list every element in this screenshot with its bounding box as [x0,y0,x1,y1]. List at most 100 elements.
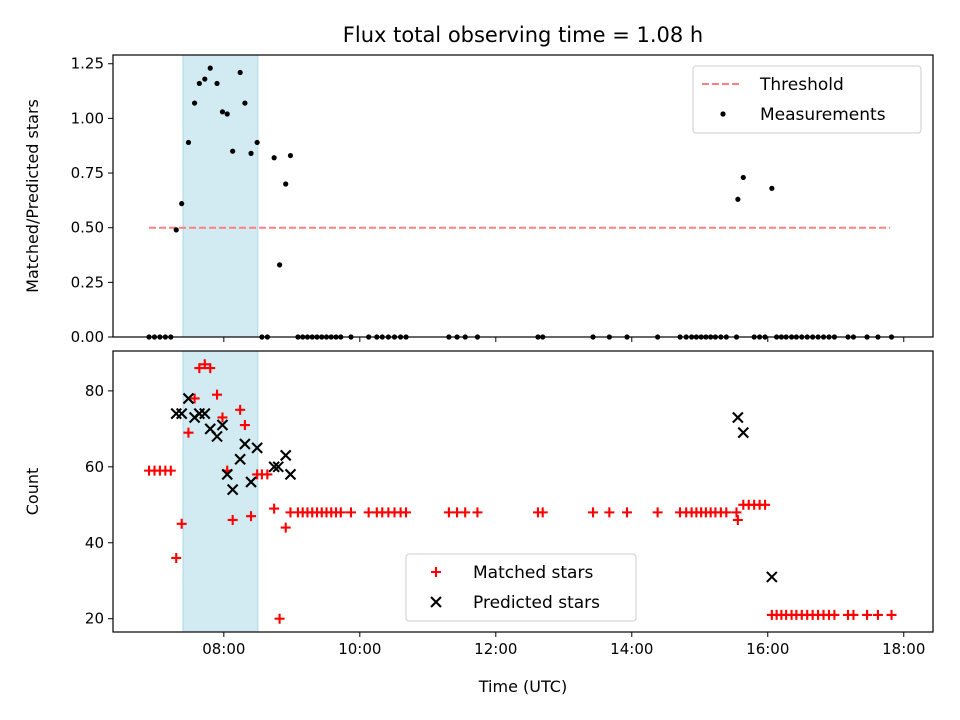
panel-top: 0.00 0.25 0.50 0.75 1.00 1.25 Matched/Predicte… [23,54,934,346]
legend-label-predicted-stars: Predicted stars [473,593,600,613]
matched-stars-point-88 [886,609,897,620]
matched-stars-point-11 [205,363,216,374]
y-tick-label-top-1: 0.25 [71,273,104,291]
matched-stars-point-24 [280,522,291,533]
y-tick-label-top-4: 1.00 [71,109,104,127]
predicted-stars-point-1 [175,407,188,420]
x-axis-label: Time (UTC) [478,677,567,696]
measurements-point-66 [740,174,746,181]
measurements-point-24 [283,181,289,187]
x-tick-label-0: 08:00 [202,640,245,658]
matched-stars-point-18 [246,511,257,522]
matched-stars-point-46 [460,507,471,518]
predicted-stars-point-17 [279,449,292,462]
y-tick-label-bottom-1: 40 [85,534,104,552]
matched-stars-point-13 [217,412,228,423]
matched-stars-point-43 [401,507,412,518]
legend-box-bottom [405,553,637,622]
matched-stars-point-22 [269,503,280,514]
measurements-point-23 [276,262,283,268]
measurements-point-5 [173,227,179,233]
x-tick-label-2: 12:00 [474,640,517,658]
matched-stars-point-21 [262,469,273,480]
legend-predicted-stars-handle [430,596,442,608]
measurements-point-9 [196,80,202,87]
x-tick-label-4: 16:00 [746,640,789,658]
measurements-point-10 [202,76,208,82]
panel-bottom: 08:00 10:00 12:00 14:00 16:00 18:00 20 40 60 80 Co… [23,350,934,658]
matched-stars-point-9 [194,363,205,374]
measurements-point-6 [179,201,185,207]
measurements-point-13 [219,109,226,115]
matched-stars-point-47 [472,507,483,518]
y-tick-label-top-5: 1.25 [71,55,104,73]
legend-matched-stars-handle [431,567,441,577]
measurements-point-8 [191,100,198,106]
measurements-point-17 [242,100,248,106]
measurements-point-7 [185,139,192,146]
measurements-point-12 [214,80,220,87]
measurements-point-25 [287,152,294,159]
x-tick-label-1: 10:00 [338,640,381,658]
matched-stars-point-12 [212,389,223,400]
matched-stars-point-6 [176,518,187,529]
axes-frame-bottom [112,350,934,633]
predicted-stars-point-7 [211,430,223,443]
legend-label-threshold: Threshold [759,75,844,95]
y-tick-label-bottom-2: 60 [85,458,104,476]
matched-stars-point-86 [862,609,873,620]
matched-stars-point-87 [872,609,883,620]
matched-stars-point-16 [235,404,246,415]
measurements-point-19 [254,139,260,146]
matched-stars-point-63 [721,507,732,518]
predicted-stars-point-12 [239,438,251,450]
y-tick-label-top-3: 0.75 [71,164,104,182]
y-tick-label-bottom-3: 80 [85,382,104,400]
predicted-stars-point-11 [234,453,246,465]
predicted-stars-point-21 [766,571,778,583]
predicted-stars-point-9 [221,468,233,481]
matched-stars-point-5 [171,552,182,563]
matched-stars-point-36 [345,507,356,518]
matched-stars-point-4 [165,465,176,476]
axes-frame-top [112,54,934,338]
measurements-point-22 [271,155,277,161]
predicted-stars-point-14 [251,442,263,454]
matched-stars-point-50 [588,507,599,518]
predicted-stars-point-15 [268,461,280,473]
legend-box-top [692,65,922,134]
predicted-stars-point-13 [245,476,257,488]
matched-stars-point-7 [183,427,194,438]
measurements-point-16 [237,69,243,76]
predicted-stars-point-8 [216,419,229,431]
predicted-stars-point-10 [226,483,239,496]
matched-stars-point-35 [335,507,346,518]
measurements-point-15 [230,148,236,154]
measurements-point-11 [207,65,213,71]
x-tick-label-3: 14:00 [610,640,653,658]
matched-stars-point-85 [848,609,859,620]
y-axis-label-bottom: Count [23,468,42,516]
y-tick-label-top-0: 0.00 [71,328,104,346]
measurements-point-14 [224,111,230,117]
matched-stars-point-70 [760,499,771,510]
legend-measurements-handle [720,111,726,117]
matched-stars-point-52 [622,507,633,518]
matched-stars-point-51 [604,507,615,518]
predicted-stars-point-18 [284,468,297,481]
matched-stars-point-17 [239,420,250,431]
shaded-span-top [182,54,259,338]
matched-stars-point-53 [652,507,663,518]
matched-stars-point-8 [189,393,200,404]
matched-stars-point-83 [829,609,840,620]
matched-stars-point-15 [227,514,238,525]
predicted-stars-point-19 [732,411,744,424]
shaded-span-bottom [182,350,259,633]
chart-title: Flux total observing time = 1.08 h [343,23,703,47]
predicted-stars-point-2 [182,392,195,405]
matched-stars-point-65 [732,514,743,525]
measurements-point-18 [248,150,254,156]
measurements-point-70 [769,185,775,191]
predicted-stars-point-20 [737,426,750,439]
